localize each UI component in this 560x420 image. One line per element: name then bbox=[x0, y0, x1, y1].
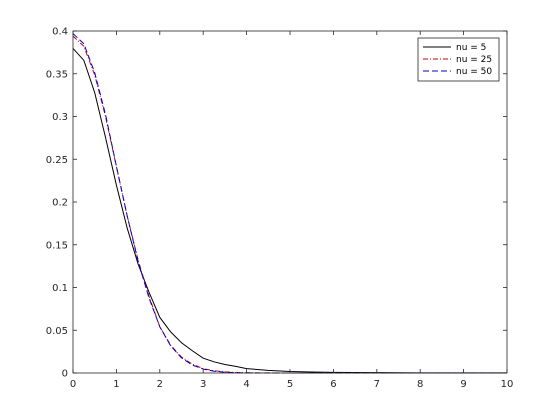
y-tick-label: 0.35 bbox=[46, 69, 68, 80]
x-tick-label: 8 bbox=[417, 379, 423, 390]
legend-box bbox=[417, 37, 500, 82]
x-tick-label: 4 bbox=[243, 379, 249, 390]
y-tick-label: 0.4 bbox=[52, 27, 68, 38]
legend: nu = 5 nu = 25 nu = 50 bbox=[417, 37, 500, 82]
y-tick-label: 0.05 bbox=[46, 326, 68, 337]
x-tick-label: 3 bbox=[200, 379, 206, 390]
y-tick-label: 0 bbox=[62, 369, 68, 380]
y-tick-label: 0.15 bbox=[46, 240, 68, 251]
y-tick-label: 0.1 bbox=[52, 283, 68, 294]
legend-label-3: nu = 50 bbox=[456, 67, 492, 77]
axis-ticks: 0 1 2 3 4 5 6 7 8 9 10 0 0.05 0.1 0.15 0.2 0.25 0.3 0.35 0.… bbox=[46, 27, 514, 391]
x-tick-label: 5 bbox=[287, 379, 293, 390]
legend-label-1: nu = 5 bbox=[456, 43, 486, 53]
x-tick-label: 9 bbox=[460, 379, 466, 390]
x-tick-label: 6 bbox=[330, 379, 336, 390]
y-tick-label: 0.2 bbox=[52, 198, 68, 209]
y-tick-label: 0.25 bbox=[46, 155, 68, 166]
legend-items: nu = 5 nu = 25 nu = 50 bbox=[423, 43, 492, 77]
y-tick-label: 0.3 bbox=[52, 112, 68, 123]
legend-label-2: nu = 25 bbox=[456, 55, 492, 65]
x-tick-label: 0 bbox=[70, 379, 76, 390]
x-tick-label: 2 bbox=[157, 379, 163, 390]
x-tick-label: 1 bbox=[113, 379, 119, 390]
x-tick-label: 7 bbox=[374, 379, 380, 390]
x-tick-label: 10 bbox=[501, 379, 514, 390]
plot-area bbox=[73, 31, 507, 373]
